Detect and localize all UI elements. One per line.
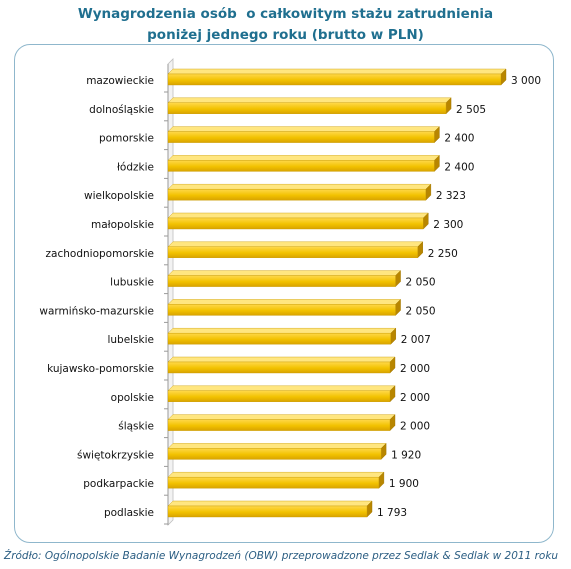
value-label: 2 000 bbox=[400, 392, 430, 404]
category-label: podlaskie bbox=[104, 507, 154, 519]
value-label: 2 300 bbox=[433, 219, 463, 231]
bar-top-face bbox=[167, 385, 396, 391]
value-label: 2 505 bbox=[456, 104, 486, 116]
bar bbox=[167, 131, 435, 143]
category-label: lubelskie bbox=[107, 334, 154, 346]
bar-group: podkarpackie 1 900 bbox=[83, 471, 419, 496]
bar bbox=[167, 390, 391, 402]
bar-top-face bbox=[167, 212, 429, 219]
bar-top-face bbox=[167, 328, 397, 334]
bar bbox=[167, 275, 396, 287]
bar-group: podlaskie 1 793 bbox=[104, 500, 407, 525]
bar bbox=[167, 448, 382, 460]
category-label: łódzkie bbox=[117, 161, 154, 173]
chart-title-line-1: Wynagrodzenia osób o całkowitym stażu za… bbox=[77, 6, 494, 22]
category-label: kujawsko-pomorskie bbox=[47, 363, 154, 375]
bar-group: mazowieckie 3 000 bbox=[86, 68, 541, 93]
bar bbox=[167, 419, 391, 431]
category-label: dolnośląskie bbox=[89, 104, 154, 116]
bar-group: wielkopolskie 2 323 bbox=[84, 183, 466, 208]
bar-top-face bbox=[167, 155, 440, 161]
bar-top-face bbox=[167, 414, 396, 420]
bar bbox=[167, 246, 418, 259]
category-label: małopolskie bbox=[91, 219, 154, 231]
value-label: 2 323 bbox=[436, 190, 466, 202]
value-label: 3 000 bbox=[511, 75, 541, 87]
bar-group: małopolskie 2 300 bbox=[91, 212, 463, 237]
bar bbox=[167, 333, 391, 345]
bar bbox=[167, 361, 391, 374]
category-label: opolskie bbox=[111, 392, 154, 404]
bar-group: kujawsko-pomorskie 2 000 bbox=[47, 356, 430, 381]
category-label: wielkopolskie bbox=[84, 190, 154, 202]
category-label: warmińsko-mazurskie bbox=[39, 305, 154, 317]
category-label: świętokrzyskie bbox=[77, 449, 154, 461]
value-label: 1 793 bbox=[377, 507, 407, 519]
value-label: 2 050 bbox=[406, 277, 436, 289]
bar-group: warmińsko-mazurskie 2 050 bbox=[39, 298, 436, 323]
bar bbox=[167, 505, 368, 518]
bar bbox=[167, 477, 380, 489]
value-label: 1 920 bbox=[391, 449, 421, 461]
bar-group: pomorskie 2 400 bbox=[99, 126, 474, 151]
source-note: Źródło: Ogólnopolskie Badanie Wynagrodze… bbox=[4, 550, 559, 562]
value-label: 2 000 bbox=[400, 421, 430, 433]
value-label: 1 900 bbox=[389, 478, 419, 490]
bar-top-face bbox=[167, 126, 440, 132]
bar bbox=[167, 73, 502, 86]
bar bbox=[167, 217, 424, 230]
category-label: lubuskie bbox=[110, 277, 154, 289]
bar bbox=[167, 160, 435, 172]
bar-group: dolnośląskie 2 505 bbox=[89, 97, 486, 122]
bar-group: opolskie 2 000 bbox=[111, 385, 430, 410]
category-label: podkarpackie bbox=[83, 478, 154, 490]
bar-top-face bbox=[167, 270, 402, 276]
bar-top-face bbox=[167, 443, 387, 449]
category-label: mazowieckie bbox=[86, 75, 154, 87]
bar-top-face bbox=[167, 299, 402, 305]
chart-title: Wynagrodzenia osób o całkowitym stażu za… bbox=[0, 4, 571, 46]
value-label: 2 250 bbox=[428, 248, 458, 260]
bar-group: lubuskie 2 050 bbox=[110, 270, 436, 295]
bar-top-face bbox=[167, 500, 373, 507]
bar-top-face bbox=[167, 183, 432, 190]
value-label: 2 050 bbox=[406, 305, 436, 317]
bar-top-face bbox=[167, 472, 385, 478]
value-label: 2 400 bbox=[444, 133, 474, 145]
bar-group: śląskie 2 000 bbox=[118, 414, 430, 439]
chart-title-line-2: poniżej jednego roku (brutto w PLN) bbox=[147, 27, 424, 43]
bar-group: lubelskie 2 007 bbox=[107, 327, 431, 352]
bar-group: łódzkie 2 400 bbox=[117, 154, 474, 179]
bar-group: zachodniopomorskie 2 250 bbox=[46, 241, 458, 266]
value-label: 2 400 bbox=[444, 161, 474, 173]
value-label: 2 007 bbox=[401, 334, 431, 346]
bar-top-face bbox=[167, 356, 396, 363]
bar-top-face bbox=[167, 241, 424, 248]
bar-top-face bbox=[167, 97, 452, 104]
bar bbox=[167, 102, 447, 115]
bar-top-face bbox=[167, 68, 507, 75]
bar bbox=[167, 188, 427, 201]
category-label: śląskie bbox=[118, 421, 154, 433]
bar-group: świętokrzyskie 1 920 bbox=[77, 442, 421, 467]
value-label: 2 000 bbox=[400, 363, 430, 375]
bar bbox=[167, 304, 396, 316]
category-label: pomorskie bbox=[99, 133, 154, 145]
category-label: zachodniopomorskie bbox=[46, 248, 154, 260]
